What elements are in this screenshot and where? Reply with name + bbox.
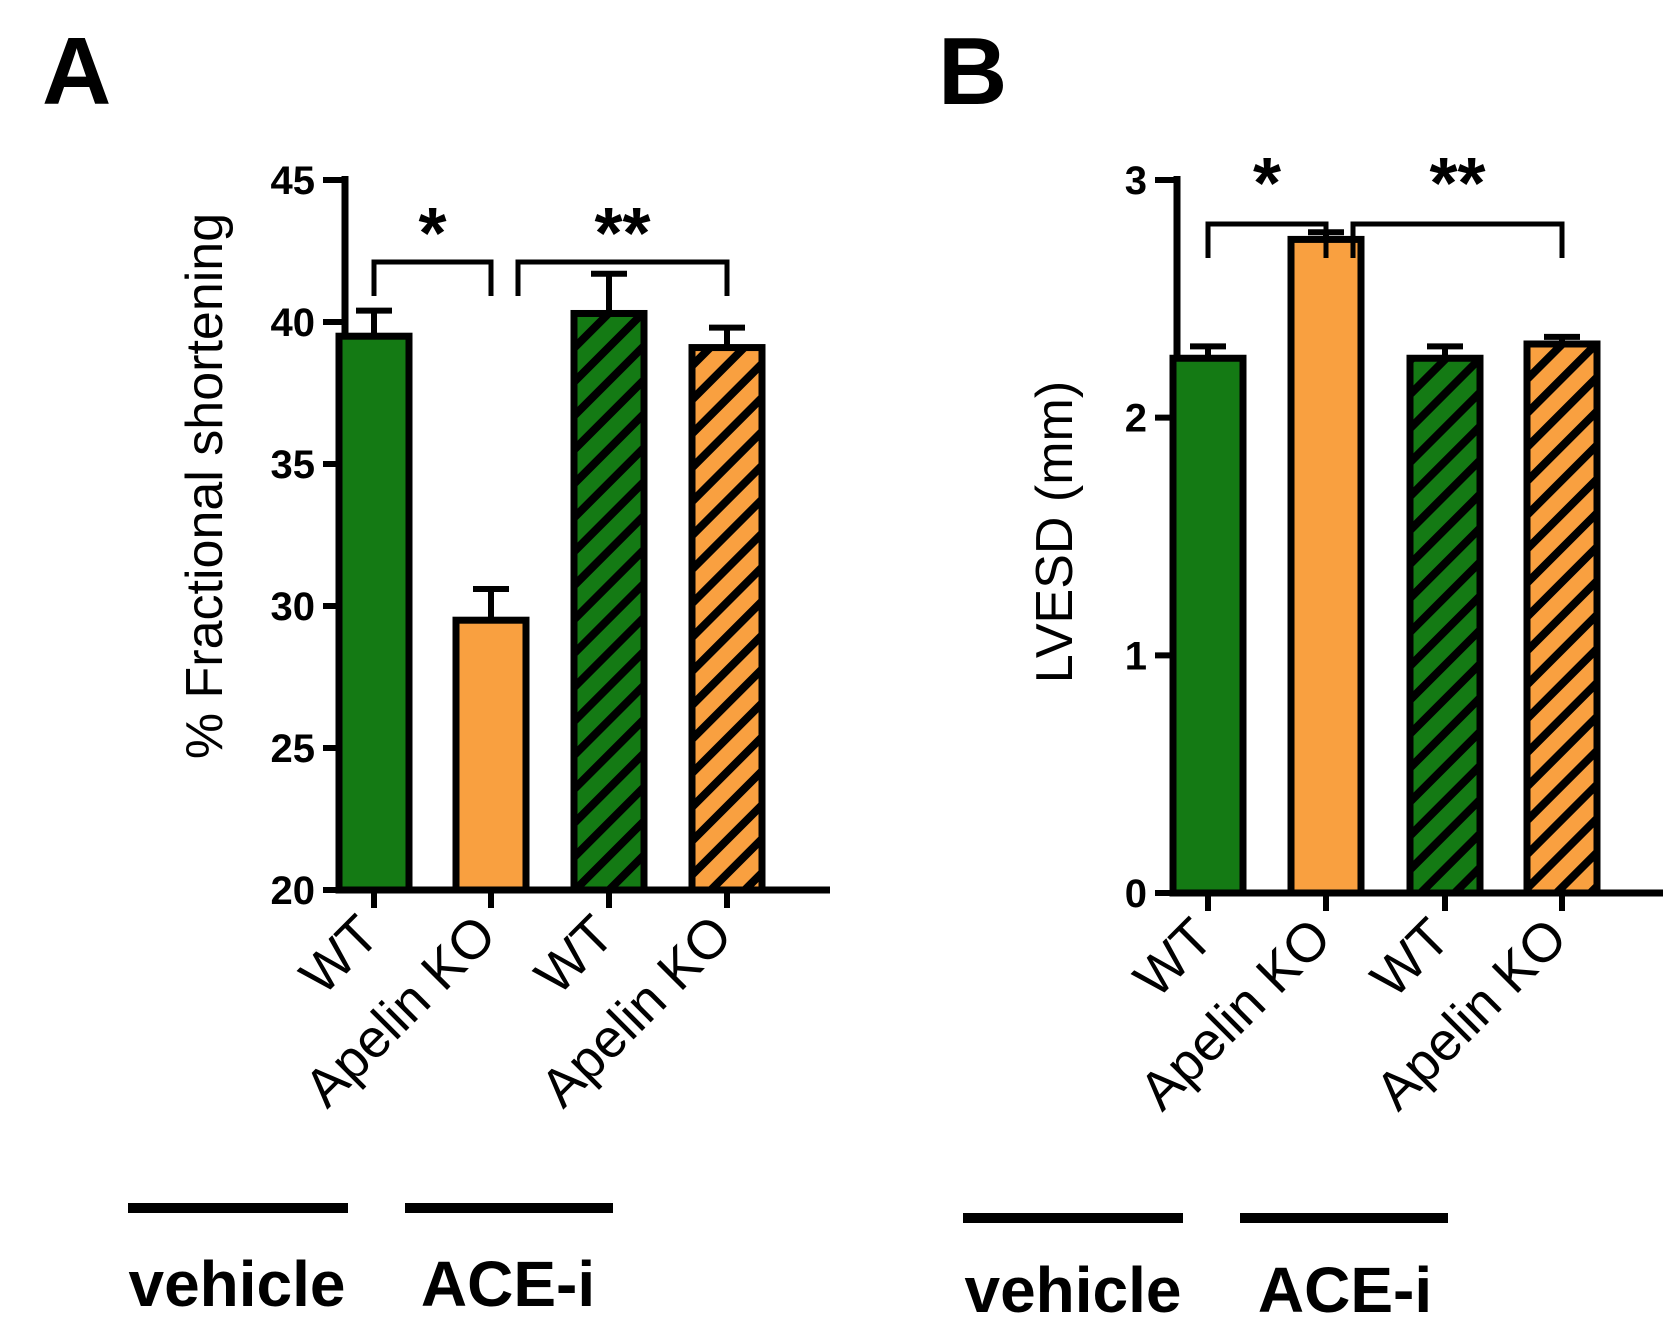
panel-a-y-tick-label: 20 xyxy=(271,869,316,913)
panel-a-significance-label-2: ** xyxy=(594,194,650,274)
panel-b-vehicle-label: vehicle xyxy=(964,1254,1181,1326)
panel-b-significance-bracket-1 xyxy=(1205,221,1329,258)
panel-a-category-label-0: WT xyxy=(289,904,391,1006)
panel-a-significance-bracket-1 xyxy=(371,259,494,296)
panel-b-category-label-0: WT xyxy=(1123,907,1225,1009)
panel-b-significance-bracket-2 xyxy=(1350,221,1565,258)
panel-a-category-label-2: WT xyxy=(524,904,626,1006)
panel-a-significance-label-1: * xyxy=(418,194,446,274)
panel-b-bar-0 xyxy=(1169,354,1247,897)
panel-b-y-tick-label: 3 xyxy=(1125,159,1147,203)
panel-b-letter: B xyxy=(938,18,1007,125)
panel-a-bar-3 xyxy=(688,344,766,894)
panel-a-vehicle-group-bar xyxy=(128,1203,348,1213)
panel-b-y-tick-label: 0 xyxy=(1125,872,1147,916)
panel-a-vehicle-label: vehicle xyxy=(128,1248,345,1320)
panel-a-letter: A xyxy=(42,18,111,125)
panel-a-y-tick-label: 45 xyxy=(271,159,316,203)
panel-a-bar-2 xyxy=(570,309,648,894)
panel-a-bar-1 xyxy=(452,616,530,894)
panel-b-y-tick-label: 1 xyxy=(1125,634,1147,678)
panel-b-bar-1 xyxy=(1287,235,1365,897)
panel-a-y-tick-label: 40 xyxy=(271,301,316,345)
panel-b-y-tick-label: 2 xyxy=(1125,397,1147,441)
panel-a-y-axis-label: % Fractional shortening xyxy=(176,213,234,759)
panel-b-significance-label-1: * xyxy=(1253,144,1281,224)
panel-b-bar-2 xyxy=(1406,354,1484,897)
panel-a-y-tick-label: 25 xyxy=(271,727,316,771)
panel-b-bar-3 xyxy=(1523,340,1601,897)
panel-a-y-tick-label: 30 xyxy=(271,585,316,629)
panel-b-vehicle-group-bar xyxy=(963,1213,1183,1223)
panel-b-y-axis-label: LVESD (mm) xyxy=(1026,381,1084,683)
panel-a-acei-group-bar xyxy=(405,1203,613,1213)
panel-b-significance-label-2: ** xyxy=(1429,144,1485,224)
panel-a-significance-bracket-2 xyxy=(515,259,730,296)
panel-b-category-label-2: WT xyxy=(1360,907,1462,1009)
panel-b-acei-label: ACE-i xyxy=(1258,1254,1432,1326)
panel-b-acei-group-bar xyxy=(1240,1213,1448,1223)
panel-a-bar-0 xyxy=(335,332,413,894)
panel-a-acei-label: ACE-i xyxy=(421,1248,595,1320)
panel-a-y-tick-label: 35 xyxy=(271,443,316,487)
